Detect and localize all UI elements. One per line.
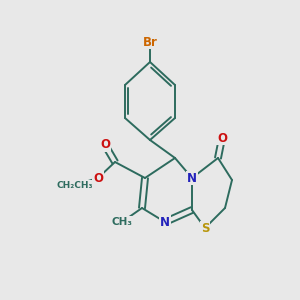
Text: O: O — [93, 172, 103, 184]
Text: N: N — [160, 215, 170, 229]
Text: CH₃: CH₃ — [112, 217, 133, 227]
Text: CH₂CH₃: CH₂CH₃ — [57, 181, 93, 190]
Text: S: S — [201, 221, 209, 235]
Text: Br: Br — [142, 35, 158, 49]
Text: O: O — [100, 139, 110, 152]
Text: O: O — [217, 131, 227, 145]
Text: N: N — [187, 172, 197, 184]
